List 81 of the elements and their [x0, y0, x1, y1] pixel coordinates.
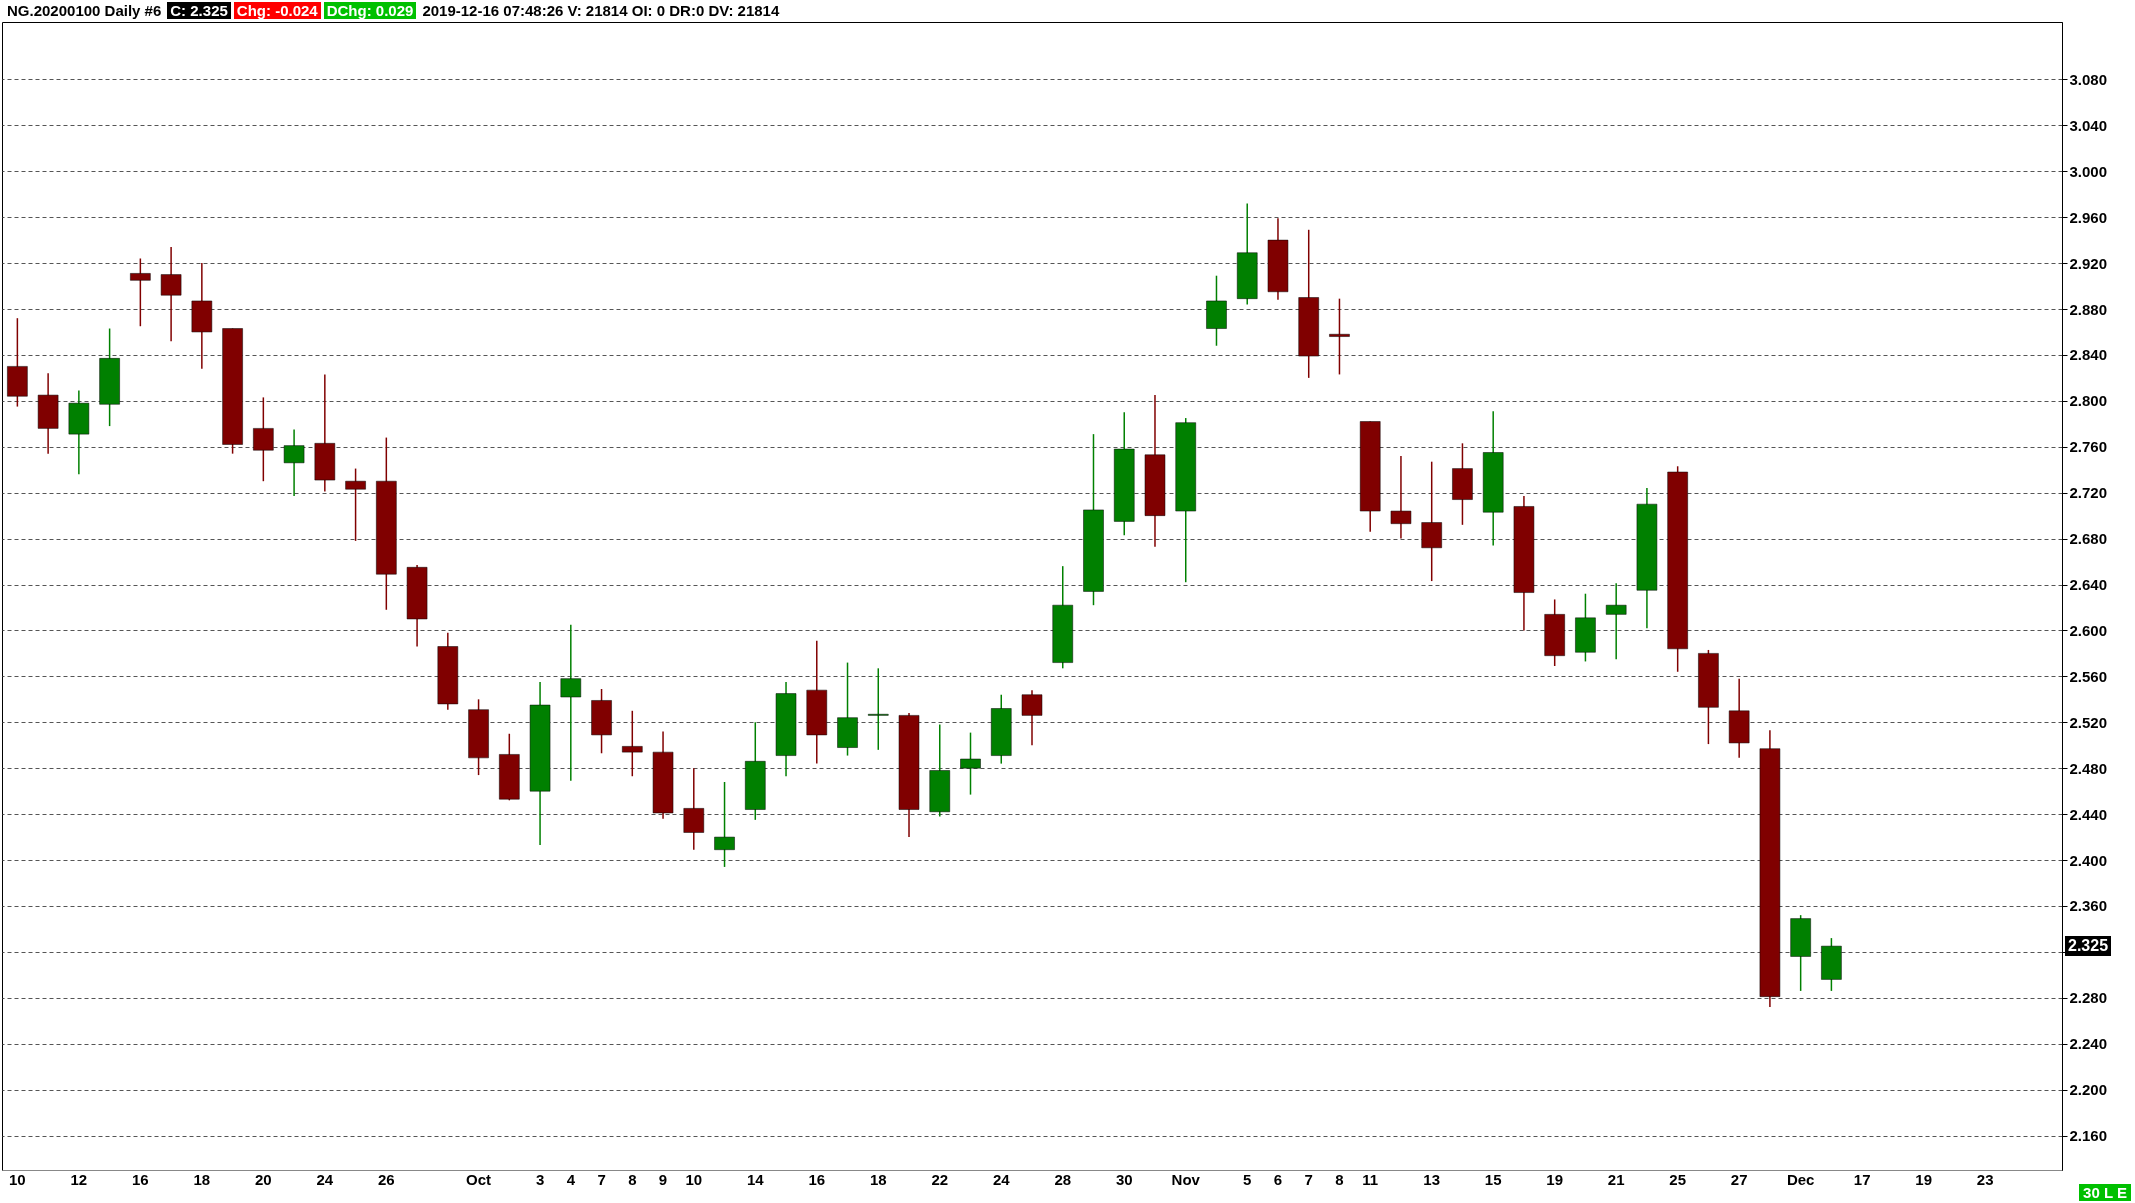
x-tick-label: 18 — [869, 1170, 887, 1188]
x-tick-label: 19 — [1546, 1170, 1564, 1188]
candlestick — [345, 467, 366, 542]
y-tick-label: 2.640 — [2069, 576, 2108, 594]
candlestick — [868, 667, 889, 751]
x-tick-label: 27 — [1730, 1170, 1748, 1188]
y-tick-label: 2.960 — [2069, 208, 2108, 226]
x-tick-label: Oct — [466, 1170, 492, 1188]
x-tick-label: 7 — [597, 1170, 606, 1188]
candlestick — [714, 781, 735, 868]
y-tick-label: 2.840 — [2069, 346, 2108, 364]
x-tick-label: 25 — [1669, 1170, 1687, 1188]
x-tick-label: 12 — [70, 1170, 88, 1188]
text: Chg: -0.024 — [233, 2, 321, 19]
candlestick — [130, 257, 151, 327]
x-tick-label: 20 — [255, 1170, 272, 1188]
x-tick-label: 3 — [535, 1170, 545, 1188]
y-tick-label: 2.360 — [2069, 897, 2108, 915]
y-tick-label: 2.200 — [2069, 1081, 2108, 1099]
x-tick-label: 8 — [1335, 1170, 1344, 1188]
y-tick-label: 2.600 — [2069, 621, 2108, 639]
candlestick — [253, 396, 274, 482]
text: DChg: 0.029 — [323, 2, 417, 19]
y-tick-label: 2.480 — [2069, 759, 2108, 777]
y-tick-label: 3.000 — [2069, 162, 2108, 180]
y-tick-label: 2.680 — [2069, 530, 2108, 548]
x-tick-label: 24 — [316, 1170, 334, 1188]
x-tick-label: 26 — [377, 1170, 395, 1188]
y-tick-label: 2.400 — [2069, 851, 2108, 869]
y-tick-label: 2.720 — [2069, 484, 2108, 502]
x-tick-label: 10 — [685, 1170, 703, 1188]
x-tick-label: 19 — [1915, 1170, 1932, 1188]
x-tick-label: 13 — [1423, 1170, 1441, 1188]
x-tick-label: 6 — [1273, 1170, 1283, 1188]
x-tick-label: 8 — [628, 1170, 637, 1188]
x-tick-label: 5 — [1243, 1170, 1252, 1188]
x-tick-label: 4 — [566, 1170, 576, 1188]
candlestick — [160, 246, 182, 342]
x-tick-label: 7 — [1304, 1170, 1313, 1188]
y-tick-label: 2.240 — [2069, 1035, 2108, 1053]
y-tick-label: 3.080 — [2069, 70, 2108, 88]
x-tick-label: Nov — [1171, 1170, 1201, 1188]
y-tick-label: 2.920 — [2069, 254, 2108, 272]
y-tick-label: 2.280 — [2069, 989, 2108, 1007]
y-tick-label: 2.560 — [2069, 667, 2108, 685]
text: 2.325 — [2065, 936, 2112, 957]
y-tick-label: 3.040 — [2069, 116, 2108, 134]
x-tick-label: 28 — [1054, 1170, 1072, 1188]
y-tick-label: 2.520 — [2069, 713, 2108, 731]
x-tick-label: 10 — [9, 1170, 26, 1188]
x-tick-label: 11 — [1362, 1170, 1379, 1188]
y-tick-label: 2.440 — [2069, 805, 2108, 823]
text: 30 L E — [2079, 1184, 2131, 1201]
candlestick — [960, 731, 981, 796]
candlestick — [1021, 689, 1043, 746]
candlestick — [560, 623, 582, 782]
x-tick-label: 22 — [931, 1170, 949, 1188]
x-tick-label: 9 — [658, 1170, 668, 1188]
candlestick — [622, 710, 643, 777]
x-tick-label: 18 — [193, 1170, 211, 1188]
x-tick-label: Dec — [1786, 1170, 1815, 1188]
x-tick-label: 30 — [1115, 1170, 1133, 1188]
candlestick — [1390, 455, 1412, 540]
text: 2019-12-16 07:48:26 V: 21814 OI: 0 DR:0 DV: 21814 — [421, 2, 781, 19]
chart-title: NG.20200100 Daily #6 — [6, 2, 163, 19]
candlestick — [1605, 582, 1627, 660]
candlestick — [1329, 297, 1350, 376]
candlestick — [283, 428, 305, 497]
x-tick-label: 14 — [746, 1170, 765, 1188]
y-tick-label: 2.800 — [2069, 392, 2108, 410]
x-tick-label: 15 — [1484, 1170, 1502, 1188]
x-tick-label: 17 — [1853, 1170, 1871, 1188]
x-tick-label: 21 — [1607, 1170, 1625, 1188]
x-tick-label: 16 — [132, 1170, 149, 1188]
y-tick-label: 2.760 — [2069, 438, 2108, 456]
x-tick-label: 16 — [808, 1170, 826, 1188]
x-tick-label: 24 — [992, 1170, 1011, 1188]
y-tick-label: 2.160 — [2069, 1127, 2108, 1145]
text: C: 2.325 — [167, 2, 231, 19]
x-tick-label: 23 — [1976, 1170, 1994, 1188]
y-tick-label: 2.880 — [2069, 300, 2108, 318]
